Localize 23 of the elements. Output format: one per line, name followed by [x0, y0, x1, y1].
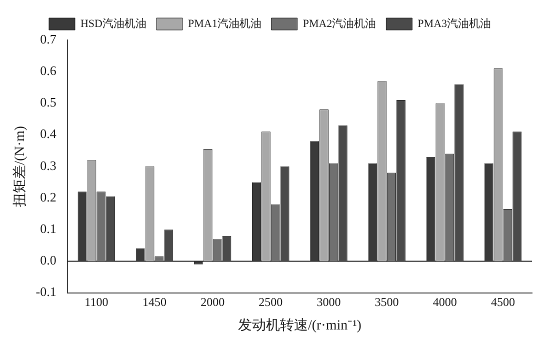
x-tick-label: 3000: [316, 295, 341, 310]
y-axis-title: 扭矩差/(N·m): [12, 126, 28, 207]
y-tick-label: 0.6: [40, 63, 57, 78]
y-tick-label: 0.4: [40, 126, 57, 142]
x-tick-label: 4000: [432, 295, 457, 310]
legend-label: PMA2汽油机油: [302, 16, 376, 30]
y-tick-label: 0.5: [40, 94, 56, 110]
x-tick-label: 2000: [200, 295, 225, 310]
x-tick-label: 1100: [84, 295, 108, 310]
y-tick-label: 0.3: [40, 158, 56, 173]
y-tick-label: 0.1: [40, 221, 56, 236]
y-tick-label: 0.2: [40, 189, 56, 204]
legend-label: PMA1汽油机油: [188, 16, 262, 30]
x-tick-label: 1450: [142, 295, 166, 310]
legend-label: HSD汽油机油: [80, 16, 146, 30]
x-tick-label: 4500: [490, 295, 515, 310]
x-tick-label: 2500: [258, 295, 283, 310]
legend-label: PMA3汽油机油: [418, 16, 492, 30]
y-tick-label: 0.0: [40, 252, 56, 268]
x-axis-title: 发动机转速/(r·min⁻¹): [238, 317, 362, 334]
y-tick-label: -0.1: [36, 284, 56, 300]
x-tick-label: 3500: [374, 295, 399, 310]
y-tick-label: 0.7: [40, 31, 57, 46]
